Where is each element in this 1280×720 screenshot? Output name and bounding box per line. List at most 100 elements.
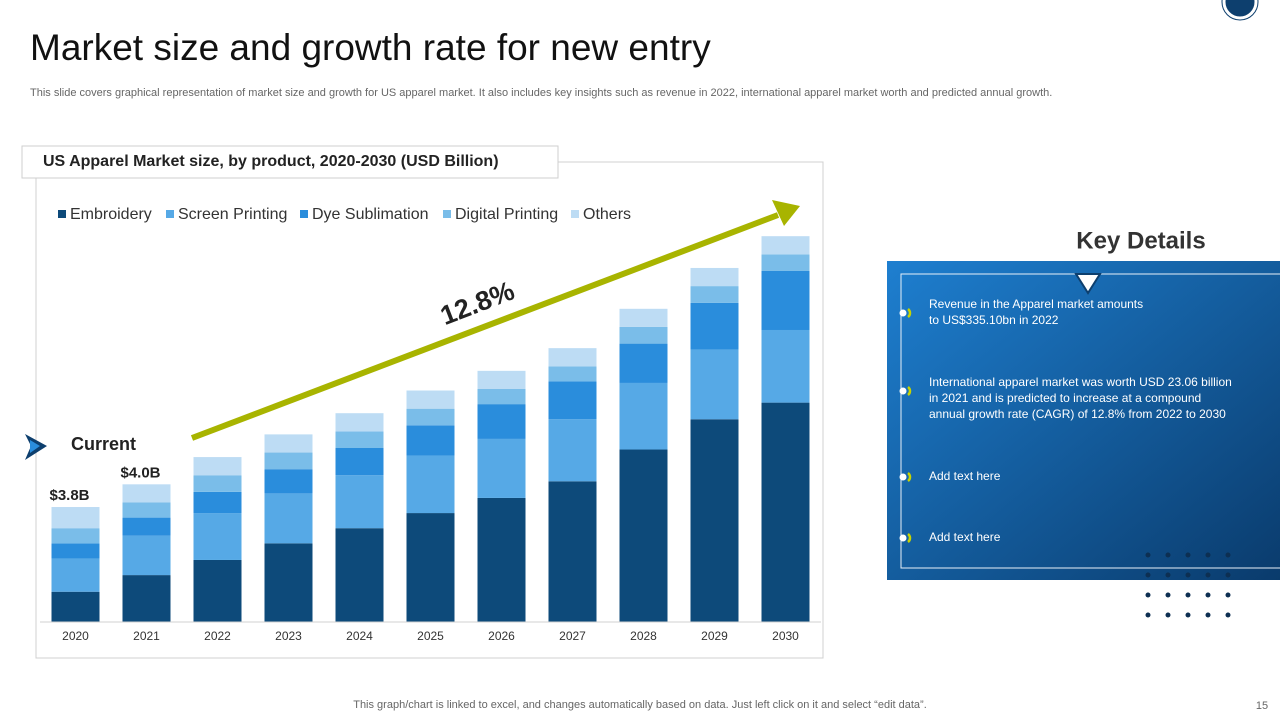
- bar-segment: [51, 591, 100, 622]
- bar-segment: [690, 267, 739, 287]
- bar-segment: [761, 254, 810, 271]
- x-tick-label: 2021: [133, 629, 160, 643]
- bar-segment: [51, 558, 100, 592]
- bullet: [899, 387, 907, 395]
- decor-dot: [1165, 592, 1171, 598]
- bar-segment: [548, 481, 597, 622]
- total-label: $4.0B: [120, 464, 160, 481]
- chart-title: US Apparel Market size, by product, 2020…: [43, 153, 499, 170]
- bullet: [899, 534, 907, 542]
- bar-segment: [477, 497, 526, 622]
- growth-arrow-head: [772, 200, 800, 226]
- bullet-arc: [907, 308, 912, 318]
- bar-segment: [193, 559, 242, 622]
- bar-segment: [264, 452, 313, 470]
- decor-dot: [1165, 552, 1171, 558]
- key-detail-text: Add text here: [929, 469, 1001, 483]
- legend-label: Digital Printing: [455, 206, 558, 223]
- x-tick-label: 2027: [559, 629, 586, 643]
- decor-dot: [1205, 592, 1211, 598]
- x-tick-label: 2030: [772, 629, 799, 643]
- decor-dot: [1225, 612, 1231, 618]
- bar-segment: [548, 348, 597, 367]
- legend-swatch: [58, 210, 66, 218]
- bar-segment: [51, 528, 100, 544]
- x-tick-label: 2023: [275, 629, 302, 643]
- bullet-arc: [907, 386, 912, 396]
- legend-label: Others: [583, 206, 631, 223]
- decor-dot: [1145, 572, 1151, 578]
- bullet: [899, 309, 907, 317]
- bar-segment: [690, 302, 739, 350]
- bar-segment: [406, 390, 455, 409]
- bar-segment: [761, 236, 810, 255]
- x-tick-label: 2025: [417, 629, 444, 643]
- decor-dot: [1205, 572, 1211, 578]
- decor-dot: [1145, 552, 1151, 558]
- decor-dot: [1225, 552, 1231, 558]
- bar-segment: [193, 475, 242, 492]
- bar-segment: [406, 513, 455, 622]
- bar-segment: [406, 455, 455, 514]
- key-detail-text: Add text here: [929, 530, 1001, 544]
- bar-segment: [335, 528, 384, 622]
- total-label: $3.8B: [49, 487, 89, 504]
- growth-arrow: [190, 212, 780, 441]
- bar-segment: [264, 434, 313, 453]
- decor-dot: [1185, 612, 1191, 618]
- x-tick-label: 2022: [204, 629, 231, 643]
- bar-segment: [264, 493, 313, 544]
- bar-segment: [690, 349, 739, 420]
- bar-segment: [335, 448, 384, 476]
- bar-segment: [193, 491, 242, 514]
- x-tick-label: 2029: [701, 629, 728, 643]
- x-tick-label: 2024: [346, 629, 373, 643]
- bullet: [899, 473, 907, 481]
- bar-segment: [406, 408, 455, 426]
- key-detail-text: to US$335.10bn in 2022: [929, 313, 1059, 327]
- bar-segment: [477, 388, 526, 405]
- bar-segment: [619, 449, 668, 622]
- key-detail-text: Revenue in the Apparel market amounts: [929, 297, 1143, 311]
- decor-dot: [1225, 572, 1231, 578]
- bar-segment: [335, 475, 384, 529]
- corner-logo: [1222, 0, 1258, 20]
- key-details-title: Key Details: [1076, 227, 1205, 254]
- decor-dot: [1205, 552, 1211, 558]
- bar-segment: [335, 431, 384, 449]
- decor-dot: [1205, 612, 1211, 618]
- current-icon-inner: [30, 440, 40, 453]
- legend-swatch: [166, 210, 174, 218]
- bar-segment: [122, 484, 171, 503]
- bar-segment: [193, 457, 242, 476]
- bar-segment: [548, 366, 597, 382]
- x-tick-label: 2026: [488, 629, 515, 643]
- bar-segment: [335, 413, 384, 432]
- decor-dot: [1185, 592, 1191, 598]
- legend-label: Embroidery: [70, 206, 152, 223]
- bar-segment: [619, 326, 668, 344]
- bar-segment: [51, 543, 100, 559]
- key-detail-text: International apparel market was worth U…: [929, 375, 1232, 389]
- bar-segment: [122, 502, 171, 518]
- page-number: 15: [1256, 700, 1268, 712]
- decor-dot: [1225, 592, 1231, 598]
- key-details-marker: [1074, 273, 1102, 295]
- legend-swatch: [571, 210, 579, 218]
- bar-segment: [264, 469, 313, 494]
- legend-label: Screen Printing: [178, 206, 287, 223]
- bullet-arc: [907, 533, 912, 543]
- x-tick-label: 2020: [62, 629, 89, 643]
- bar-segment: [122, 575, 171, 622]
- key-detail-text: in 2021 and is predicted to increase at …: [929, 391, 1201, 405]
- bar-segment: [477, 404, 526, 439]
- decor-dot: [1185, 552, 1191, 558]
- decor-dot: [1165, 572, 1171, 578]
- legend-swatch: [443, 210, 451, 218]
- x-tick-label: 2028: [630, 629, 657, 643]
- bar-segment: [548, 419, 597, 482]
- footer-note: This graph/chart is linked to excel, and…: [353, 699, 927, 711]
- slide-title: Market size and growth rate for new entr…: [30, 27, 711, 68]
